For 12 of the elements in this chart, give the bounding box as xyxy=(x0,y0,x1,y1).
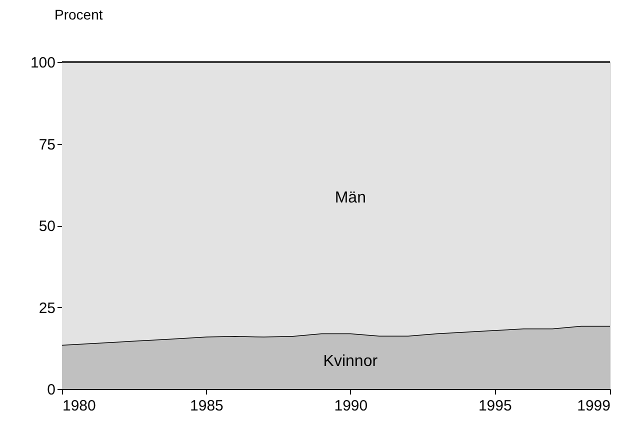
x-tick-label: 1995 xyxy=(478,398,512,414)
x-tick-label: 1985 xyxy=(190,398,224,414)
x-tick-label: 1990 xyxy=(334,398,368,414)
series-label: Män xyxy=(334,190,366,207)
y-tick-label: 0 xyxy=(47,382,56,398)
y-tick-label: 75 xyxy=(38,136,56,154)
x-tick-label: 1980 xyxy=(62,398,96,414)
x-tick-label: 1999 xyxy=(577,398,610,414)
y-tick-label: 25 xyxy=(38,300,56,317)
y-axis-title: Procent xyxy=(54,6,103,22)
y-tick-label: 100 xyxy=(30,54,56,72)
y-tick-label: 50 xyxy=(38,218,56,235)
